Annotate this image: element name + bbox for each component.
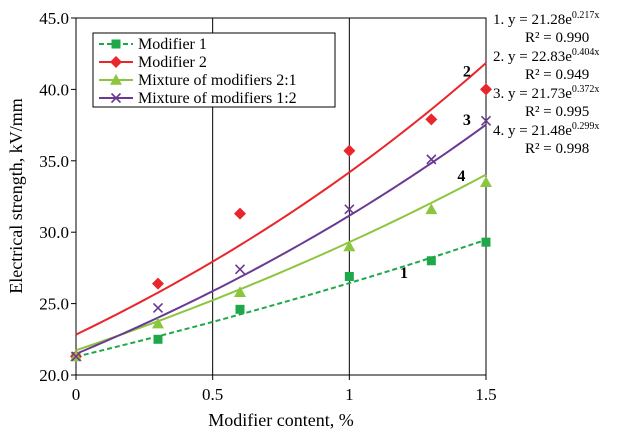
r-squared-3: R² = 0.995 [525,104,589,120]
curve-label-3: 3 [463,112,471,129]
equation-2: 2. y = 22.83e0.404x [493,47,599,65]
trend-line-series-4 [75,123,487,355]
trend-line-series-1 [75,238,487,358]
equation-3: 3. y = 21.73e0.372x [493,84,599,102]
y-tick-labels: 20.0 25.0 30.0 35.0 40.0 45.0 [39,9,69,385]
data-point-series-3 [425,203,438,215]
trend-lines [75,62,487,358]
data-point-series-1 [235,304,245,314]
y-tick-label: 45.0 [39,9,69,28]
data-point-series-2 [234,207,246,220]
data-point-series-3 [234,286,246,297]
legend-marker-1 [111,39,121,49]
data-point-series-3 [152,317,164,329]
data-point-series-4 [344,204,355,215]
r-squared-4: R² = 0.998 [525,141,589,157]
data-point-series-2 [480,83,492,96]
curve-label-4: 4 [457,168,465,185]
curve-label-1: 1 [400,265,408,282]
data-point-series-2 [425,113,438,126]
legend-marker-3 [110,74,122,85]
y-tick-label: 40.0 [39,80,69,99]
legend-label-2: Modifier 2 [138,54,207,71]
trend-line-series-3 [75,173,487,352]
x-tick-labels: 0 0.5 1 1.5 [72,385,497,404]
curve-labels: 1 2 4 3 [400,64,471,282]
x-tick-label: 1.5 [475,385,496,404]
x-tick-label: 0 [72,385,81,404]
x-tick-label: 0.5 [202,385,223,404]
r-squared-1: R² = 0.990 [525,30,589,46]
y-tick-label: 20.0 [39,366,69,385]
data-point-series-1 [344,271,354,281]
data-point-series-4 [480,115,492,126]
y-tick-label: 35.0 [39,152,69,171]
equation-4: 4. y = 21.48e0.299x [493,121,599,139]
y-tick-label: 25.0 [39,295,69,314]
x-axis-title: Modifier content, % [208,410,353,430]
trend-line-series-2 [75,62,487,336]
y-axis-title: Electrical strength, kV/mm [6,98,26,293]
equation-1: 1. y = 21.28e0.217x [493,10,599,28]
data-point-series-3 [480,176,492,188]
y-tick-label: 30.0 [39,223,69,242]
x-tick-label: 1 [345,385,354,404]
data-point-series-4 [152,302,164,313]
legend-marker-2 [110,56,122,68]
data-point-series-4 [426,154,437,165]
r-squared-2: R² = 0.949 [525,67,589,83]
legend-label-1: Modifier 1 [138,36,207,53]
curve-label-2: 2 [463,64,471,81]
data-point-series-4 [70,351,82,362]
data-point-series-1 [153,334,163,344]
legend-label-4: Mixture of modifiers 1:2 [138,90,297,107]
data-point-series-2 [343,144,356,157]
data-point-series-4 [234,264,246,275]
legend-marker-4 [110,92,122,104]
data-point-series-2 [152,277,164,290]
legend-label-3: Mixture of modifiers 2:1 [138,72,297,89]
data-point-series-3 [343,240,356,252]
legend-box [92,32,336,108]
data-point-series-1 [426,256,436,266]
data-point-series-1 [481,237,491,247]
data-markers [70,83,492,363]
